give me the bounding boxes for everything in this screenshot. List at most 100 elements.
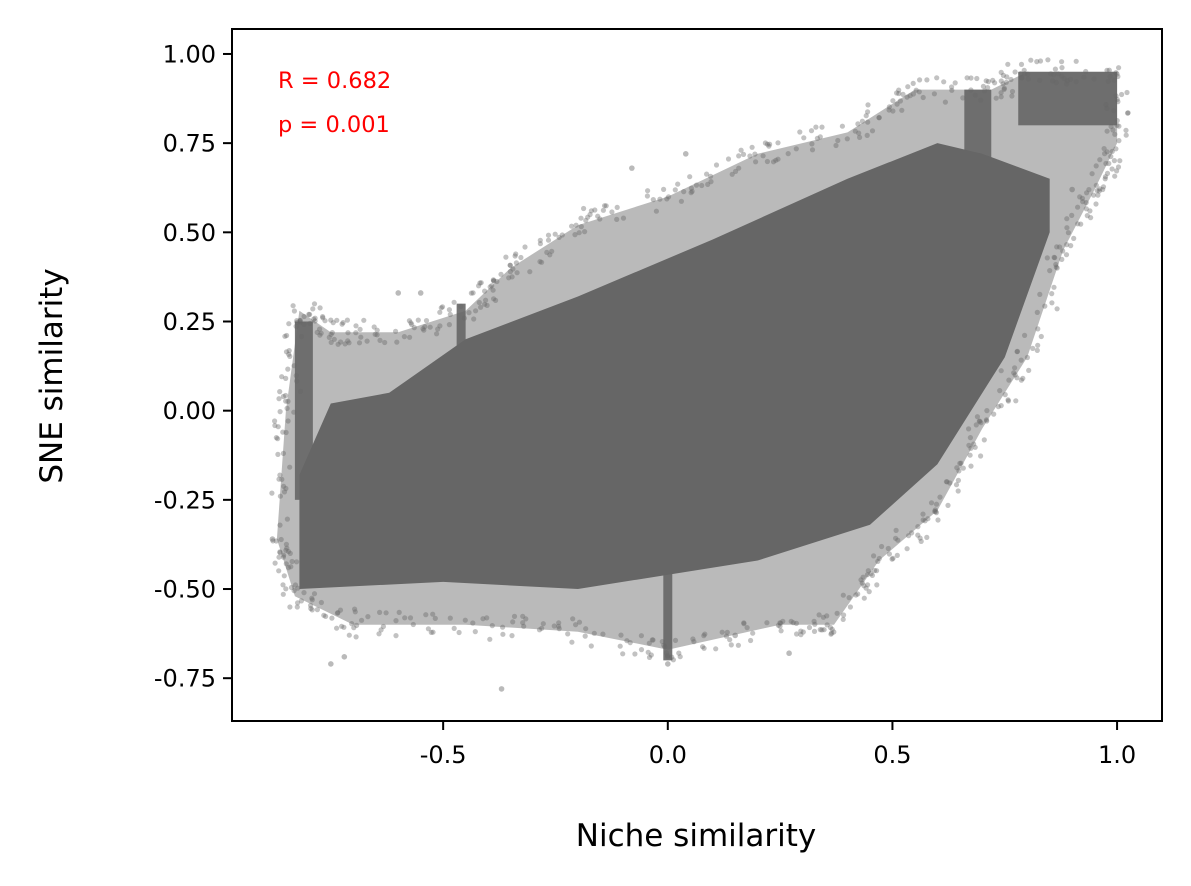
scatter-point [1096, 188, 1102, 194]
scatter-point [1116, 138, 1122, 144]
scatter-point [995, 404, 1002, 410]
scatter-point [942, 99, 949, 105]
scatter-point [708, 173, 714, 179]
scatter-point [309, 607, 315, 613]
scatter-point [328, 317, 334, 323]
scatter-point [537, 241, 544, 247]
scatter-point [1119, 91, 1125, 98]
scatter-point [353, 323, 359, 329]
scatter-point [468, 290, 474, 296]
scatter-point [291, 308, 297, 314]
scatter-point [1037, 58, 1044, 64]
scatter-point [1124, 89, 1130, 96]
scatter-point [406, 318, 412, 324]
scatter-point [489, 283, 495, 289]
scatter-point [317, 326, 323, 332]
scatter-point [876, 115, 882, 121]
y-tick-label: 0.50 [163, 219, 216, 247]
scatter-point [869, 572, 876, 579]
scatter-point [920, 94, 926, 101]
scatter-point [472, 629, 478, 635]
scatter-point [331, 336, 337, 342]
scatter-point [960, 465, 966, 471]
scatter-point [287, 550, 293, 557]
scatter-point-outlier [786, 650, 792, 657]
scatter-point [974, 414, 981, 420]
scatter-point [922, 518, 928, 524]
scatter-point [287, 353, 293, 359]
scatter-point [1028, 57, 1034, 63]
scatter-point [676, 650, 682, 656]
scatter-point [1125, 110, 1131, 116]
scatter-cluster [663, 571, 673, 661]
scatter-point [1097, 157, 1103, 163]
scatter-point [1103, 101, 1109, 108]
scatter-point [503, 254, 509, 260]
scatter-point [410, 621, 416, 628]
scatter-point [352, 609, 358, 615]
scatter-point [780, 618, 786, 624]
scatter-point [491, 278, 497, 284]
scatter-point [1051, 254, 1057, 260]
scatter-point [966, 426, 972, 432]
scatter-point [627, 640, 633, 646]
scatter-point [687, 174, 693, 180]
scatter-point [689, 188, 695, 194]
scatter-point [820, 614, 827, 620]
scatter-point [1006, 377, 1012, 383]
scatter-point [383, 610, 389, 616]
scatter-point [283, 349, 290, 355]
scatter-point [1081, 74, 1087, 80]
scatter-point [931, 91, 938, 97]
scatter-point [949, 84, 955, 90]
scatter-point [775, 156, 781, 162]
scatter-point [285, 565, 292, 571]
scatter-point [1050, 78, 1056, 84]
scatter-point [1009, 93, 1015, 99]
scatter-point [573, 222, 579, 228]
scatter-point [506, 275, 512, 281]
scatter-point [283, 586, 289, 592]
scatter-point [470, 620, 476, 626]
scatter-point [833, 142, 839, 149]
scatter-point [1075, 221, 1081, 227]
scatter-point [1060, 248, 1066, 254]
scatter-point [863, 113, 869, 119]
scatter-point [269, 490, 275, 496]
scatter-point [477, 280, 483, 286]
scatter-point [864, 572, 871, 578]
scatter-point [280, 554, 286, 560]
scatter-point [294, 378, 300, 384]
scatter-point [277, 493, 283, 499]
scatter-point [297, 317, 303, 324]
scatter-point [1114, 122, 1120, 128]
scatter-point [920, 511, 926, 517]
scatter-point [1008, 76, 1014, 83]
scatter-point [705, 181, 711, 187]
scatter-point [955, 477, 962, 483]
scatter-point [1034, 59, 1040, 65]
scatter-point [513, 251, 519, 257]
scatter-point [478, 304, 484, 310]
scatter-point [582, 229, 588, 235]
scatter-point [514, 270, 520, 276]
scatter-point [588, 643, 594, 649]
scatter-point [829, 626, 835, 632]
scatter-point [650, 197, 656, 203]
scatter-point [1097, 186, 1103, 192]
scatter-point [1059, 65, 1065, 71]
scatter-point [645, 188, 651, 194]
scatter-point [1024, 354, 1030, 361]
scatter-point [690, 636, 696, 642]
scatter-point [595, 213, 601, 219]
scatter-point [1001, 86, 1007, 92]
scatter-point [852, 128, 858, 134]
scatter-point [334, 317, 340, 323]
scatter-point [1050, 72, 1057, 78]
x-axis-ticks: -0.5 0.0 0.5 1.0 [420, 721, 1136, 769]
scatter-point [484, 615, 490, 621]
scatter-point [1104, 67, 1110, 73]
scatter-point [677, 654, 683, 660]
scatter-point [839, 123, 846, 129]
scatter-point [1064, 81, 1070, 87]
